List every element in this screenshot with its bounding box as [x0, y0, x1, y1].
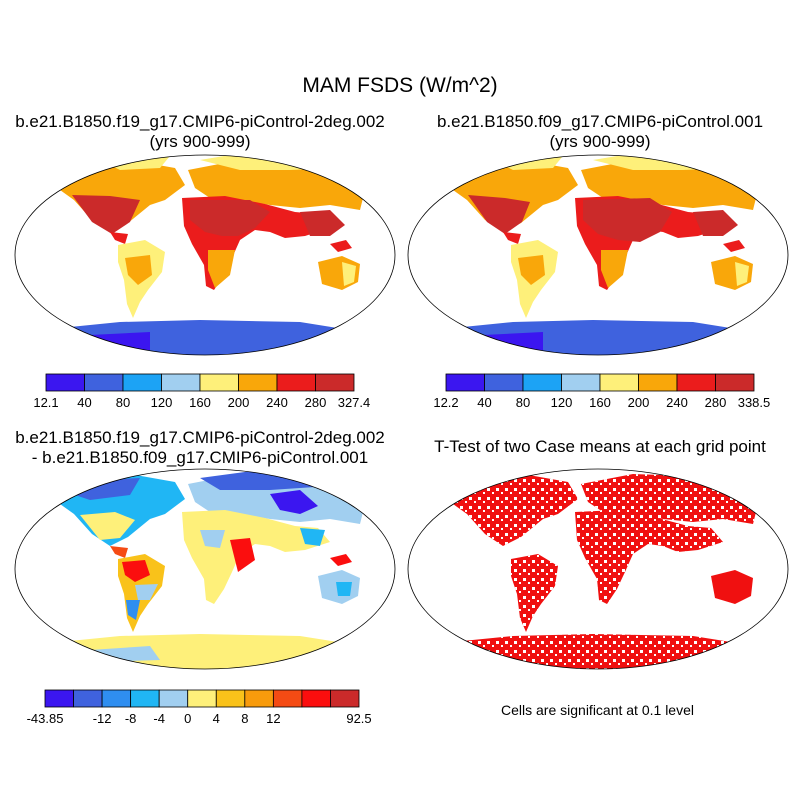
colorbar-top-left-swatch [45, 373, 85, 392]
significance-note: Cells are significant at 0.1 level [501, 702, 694, 718]
colorbar-bottom-left-tick-label: -43.85 [27, 711, 64, 726]
colorbar-bottom-left: -43.85 -12 -8 -4 0 4 8 12 92.5 [27, 689, 372, 726]
antarctica-bottom-right [433, 634, 753, 669]
colorbar-top-right-tick-label: 338.5 [738, 395, 771, 410]
colorbar-top-right-tick-label: 240 [666, 395, 688, 410]
colorbar-bottom-left-tick-label: 12 [266, 711, 280, 726]
colorbar-top-left-tick-label: 80 [116, 395, 130, 410]
colorbar-top-right-tick-label: 120 [551, 395, 573, 410]
colorbar-top-right-tick-label: 80 [516, 395, 530, 410]
panel-title-bottom-right-line1: T-Test of two Case means at each grid po… [434, 437, 766, 456]
colorbar-top-left-tick-label: 12.1 [33, 395, 58, 410]
south-america-top-right [511, 240, 558, 318]
colorbar-top-right-tick-label: 40 [477, 395, 491, 410]
colorbar-top-right-tick-label: 200 [628, 395, 650, 410]
colorbar-top-left-tick-label: 40 [77, 395, 91, 410]
panel-title-top-left: b.e21.B1850.f19_g17.CMIP6-piControl-2deg… [0, 112, 400, 152]
colorbar-top-left-swatch [122, 373, 162, 392]
panel-title-bottom-left: b.e21.B1850.f19_g17.CMIP6-piControl-2deg… [0, 428, 400, 468]
colorbar-top-right-swatch [676, 373, 716, 392]
colorbar-top-left-swatch [238, 373, 278, 392]
colorbar-top-right-swatch [599, 373, 639, 392]
south-america-bottom-left [118, 554, 165, 632]
map-top-left [14, 154, 396, 356]
colorbar-bottom-left-swatch [272, 689, 303, 708]
colorbar-top-right-swatch [484, 373, 524, 392]
map-bottom-left [14, 468, 396, 670]
colorbar-bottom-left-tick-label: 0 [184, 711, 191, 726]
colorbar-bottom-left-swatch [187, 689, 217, 708]
colorbar-bottom-left-tick-label: 4 [213, 711, 220, 726]
colorbar-top-right-swatch [445, 373, 485, 392]
panel-title-top-right-line1: b.e21.B1850.f09_g17.CMIP6-piControl.001 [436, 112, 764, 131]
panel-title-bottom-left-line1: b.e21.B1850.f19_g17.CMIP6-piControl-2deg… [15, 428, 385, 447]
australia-top-left [318, 240, 360, 290]
colorbar-top-right-tick-label: 280 [705, 395, 727, 410]
colorbar-top-right-tick-label: 12.2 [433, 395, 458, 410]
colorbar-bottom-left-tick-label: -8 [125, 711, 137, 726]
colorbar-top-left-swatch [84, 373, 124, 392]
colorbar-bottom-left-tick-label: -4 [153, 711, 165, 726]
colorbar-bottom-left-swatch [44, 689, 74, 708]
colorbar-top-left-tick-label: 280 [305, 395, 327, 410]
colorbar-bottom-left-swatch [73, 689, 103, 708]
colorbar-bottom-left-swatch [244, 689, 274, 708]
colorbar-bottom-left-swatch [101, 689, 132, 708]
panel-title-bottom-right: T-Test of two Case means at each grid po… [400, 437, 800, 457]
colorbar-top-right-swatch [715, 373, 755, 392]
colorbar-top-left-tick-label: 200 [228, 395, 250, 410]
colorbar-top-left-swatch [315, 373, 355, 392]
australia-bottom-right [711, 570, 753, 604]
south-america-bottom-right [511, 554, 558, 632]
colorbar-top-left-tick-label: 120 [151, 395, 173, 410]
antarctica-top-right [433, 320, 753, 355]
colorbar-top-left-tick-label: 240 [266, 395, 288, 410]
colorbar-top-left-tick-label: 160 [189, 395, 211, 410]
colorbar-bottom-left-tick-label: 92.5 [346, 711, 371, 726]
panel-title-top-left-line2: (yrs 900-999) [149, 132, 251, 151]
colorbar-top-left-swatch [161, 373, 201, 392]
colorbar-top-left-swatch [199, 373, 239, 392]
colorbar-bottom-left-swatch [330, 689, 360, 708]
colorbar-bottom-left-tick-label: -12 [93, 711, 112, 726]
colorbar-top-right-tick-label: 160 [589, 395, 611, 410]
panel-title-top-left-line1: b.e21.B1850.f19_g17.CMIP6-piControl-2deg… [15, 112, 385, 131]
colorbar-bottom-left-swatch [158, 689, 189, 708]
colorbar-top-left: 12.1 40 80 120 160 200 240 280 327.4 [33, 373, 371, 410]
colorbar-bottom-left-swatch [215, 689, 246, 708]
map-top-right [407, 154, 789, 356]
panel-title-top-right: b.e21.B1850.f09_g17.CMIP6-piControl.001 … [400, 112, 800, 152]
australia-top-right [711, 240, 753, 290]
colorbar-top-right-swatch [561, 373, 601, 392]
colorbar-top-left-tick-label: 327.4 [338, 395, 371, 410]
panel-title-bottom-left-line2: - b.e21.B1850.f09_g17.CMIP6-piControl.00… [31, 448, 369, 467]
panel-title-top-right-line2: (yrs 900-999) [549, 132, 651, 151]
colorbar-top-right-swatch [638, 373, 678, 392]
colorbar-top-right: 12.2 40 80 120 160 200 240 280 338.5 [433, 373, 771, 410]
south-america-top-left [118, 240, 165, 318]
colorbar-bottom-left-tick-label: 8 [241, 711, 248, 726]
colorbar-top-right-swatch [522, 373, 562, 392]
antarctica-bottom-left [40, 634, 360, 669]
colorbar-bottom-left-swatch [301, 689, 331, 708]
antarctica-top-left [40, 320, 360, 355]
main-title: MAM FSDS (W/m^2) [302, 74, 498, 97]
map-bottom-right [407, 468, 789, 670]
colorbar-top-left-swatch [276, 373, 316, 392]
colorbar-bottom-left-swatch [130, 689, 160, 708]
australia-bottom-left [318, 554, 360, 604]
